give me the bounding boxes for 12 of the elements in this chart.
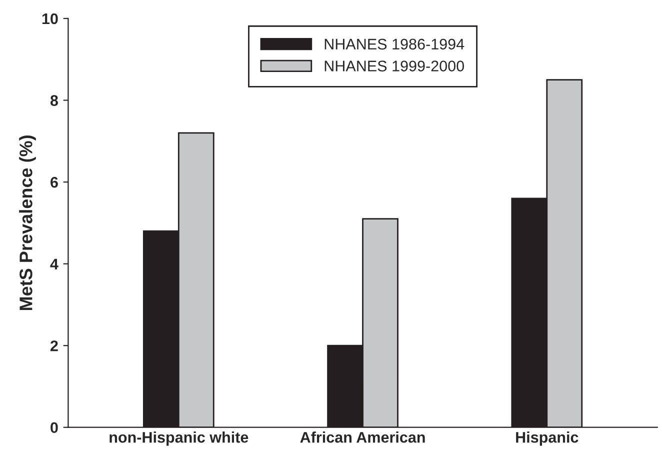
- y-tick-label: 2: [50, 340, 58, 352]
- y-tick-label: 8: [50, 95, 58, 106]
- x-tick-label: non-Hispanic white: [110, 432, 248, 446]
- y-tick-label: 10: [42, 13, 58, 24]
- x-tick-label: Hispanic: [516, 432, 578, 446]
- y-tick-label: 6: [50, 176, 58, 188]
- legend-label: NHANES 1986-1994: [324, 38, 464, 50]
- y-tick-label: 0: [50, 422, 58, 434]
- legend-label: NHANES 1999-2000: [324, 60, 464, 72]
- y-tick-label: 4: [50, 258, 58, 270]
- y-axis-title: MetS Prevalence (%): [19, 136, 36, 310]
- x-tick-label: African American: [300, 432, 425, 443]
